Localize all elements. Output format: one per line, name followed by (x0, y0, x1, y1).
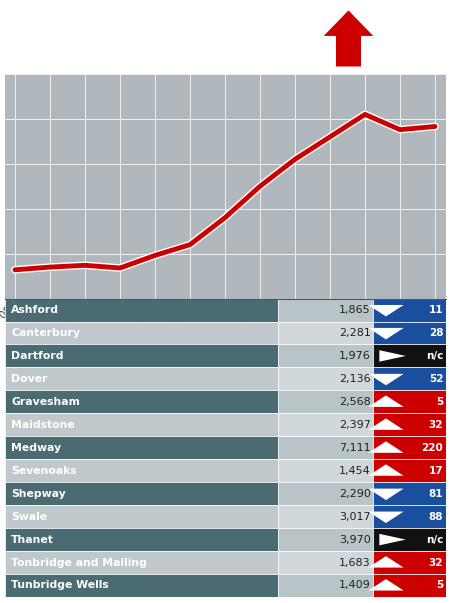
Text: 32: 32 (429, 558, 443, 567)
Text: Canterbury: Canterbury (11, 328, 80, 338)
Text: 1,683: 1,683 (339, 558, 370, 567)
Text: Tunbridge Wells: Tunbridge Wells (11, 581, 109, 590)
FancyBboxPatch shape (4, 574, 278, 597)
FancyBboxPatch shape (373, 505, 446, 528)
Text: Tonbridge and Malling: Tonbridge and Malling (11, 558, 147, 567)
Text: Medway: Medway (11, 443, 61, 453)
FancyBboxPatch shape (278, 390, 373, 413)
Text: Gravesham: Gravesham (11, 397, 80, 407)
Text: 1,976: 1,976 (339, 351, 370, 361)
FancyBboxPatch shape (373, 574, 446, 597)
FancyBboxPatch shape (373, 528, 446, 551)
FancyBboxPatch shape (278, 344, 373, 367)
Text: 52: 52 (429, 374, 443, 384)
Text: 2,281: 2,281 (339, 328, 370, 338)
FancyBboxPatch shape (278, 574, 373, 597)
Text: 5: 5 (436, 397, 443, 407)
Polygon shape (379, 534, 406, 545)
Text: July 2009: 34,157: July 2009: 34,157 (14, 48, 163, 63)
FancyBboxPatch shape (373, 321, 446, 344)
FancyBboxPatch shape (373, 437, 446, 459)
Text: n/c: n/c (426, 351, 443, 361)
Text: UP: UP (380, 23, 405, 41)
FancyBboxPatch shape (4, 505, 278, 528)
Text: 2,568: 2,568 (339, 397, 370, 407)
FancyBboxPatch shape (278, 459, 373, 482)
Text: Ashford: Ashford (11, 305, 59, 315)
FancyBboxPatch shape (278, 437, 373, 459)
FancyBboxPatch shape (4, 367, 278, 390)
Polygon shape (368, 556, 404, 567)
FancyBboxPatch shape (373, 482, 446, 505)
Text: 1,865: 1,865 (339, 305, 370, 315)
Text: Swale: Swale (11, 511, 47, 522)
Text: 3,970: 3,970 (339, 535, 370, 545)
Text: 3,017: 3,017 (339, 511, 370, 522)
FancyBboxPatch shape (4, 459, 278, 482)
Polygon shape (368, 305, 404, 317)
FancyBboxPatch shape (373, 551, 446, 574)
Polygon shape (368, 418, 404, 430)
Text: 2,290: 2,290 (339, 488, 370, 499)
Polygon shape (322, 10, 375, 67)
FancyBboxPatch shape (373, 459, 446, 482)
FancyBboxPatch shape (278, 482, 373, 505)
Text: 1,454: 1,454 (339, 466, 370, 476)
Text: 28: 28 (429, 328, 443, 338)
FancyBboxPatch shape (373, 298, 446, 321)
Text: Sevenoaks: Sevenoaks (11, 466, 77, 476)
Text: Maidstone: Maidstone (11, 420, 75, 430)
FancyBboxPatch shape (4, 482, 278, 505)
FancyBboxPatch shape (278, 528, 373, 551)
Text: 81: 81 (429, 488, 443, 499)
FancyBboxPatch shape (278, 505, 373, 528)
Text: 220: 220 (422, 443, 443, 453)
FancyBboxPatch shape (4, 321, 278, 344)
Polygon shape (368, 488, 404, 500)
FancyBboxPatch shape (373, 344, 446, 367)
FancyBboxPatch shape (373, 413, 446, 437)
Text: 11: 11 (429, 305, 443, 315)
Polygon shape (368, 441, 404, 453)
Polygon shape (379, 350, 406, 362)
Text: Thanet: Thanet (11, 535, 54, 545)
Text: n/c: n/c (426, 535, 443, 545)
FancyBboxPatch shape (4, 344, 278, 367)
Polygon shape (368, 328, 404, 339)
FancyBboxPatch shape (278, 413, 373, 437)
FancyBboxPatch shape (4, 528, 278, 551)
Polygon shape (368, 511, 404, 523)
FancyBboxPatch shape (278, 321, 373, 344)
Text: 17: 17 (429, 466, 443, 476)
FancyBboxPatch shape (4, 437, 278, 459)
FancyBboxPatch shape (4, 390, 278, 413)
Polygon shape (368, 396, 404, 407)
FancyBboxPatch shape (278, 551, 373, 574)
Text: Dartford: Dartford (11, 351, 63, 361)
FancyBboxPatch shape (4, 298, 278, 321)
Text: Dover: Dover (11, 374, 48, 384)
Text: 1,409: 1,409 (339, 581, 370, 590)
Text: 88: 88 (429, 511, 443, 522)
FancyBboxPatch shape (373, 367, 446, 390)
Text: 32: 32 (429, 420, 443, 430)
Text: 2,397: 2,397 (339, 420, 370, 430)
FancyBboxPatch shape (278, 367, 373, 390)
FancyBboxPatch shape (278, 298, 373, 321)
Text: 7,111: 7,111 (339, 443, 370, 453)
Text: Shepway: Shepway (11, 488, 66, 499)
Text: Kent/Medway unemployed: Kent/Medway unemployed (14, 21, 197, 35)
Text: 2,136: 2,136 (339, 374, 370, 384)
Polygon shape (368, 464, 404, 476)
FancyBboxPatch shape (4, 413, 278, 437)
Text: 51: 51 (381, 55, 404, 73)
Polygon shape (368, 579, 404, 590)
FancyBboxPatch shape (373, 390, 446, 413)
Text: 5: 5 (436, 581, 443, 590)
Polygon shape (368, 374, 404, 385)
FancyBboxPatch shape (4, 551, 278, 574)
